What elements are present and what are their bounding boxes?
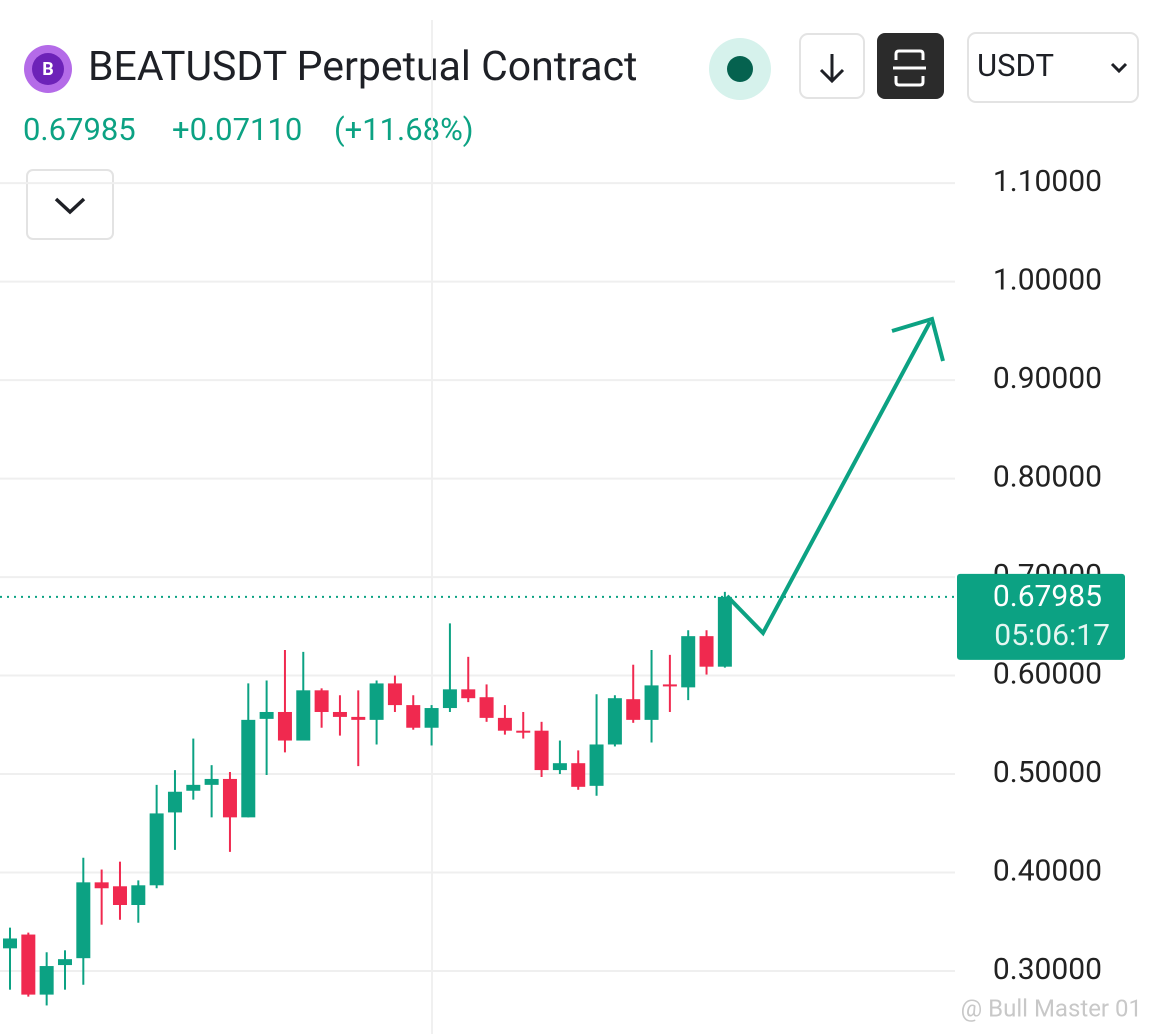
price-tag-label: 0.67985	[993, 579, 1102, 614]
candle-body	[662, 684, 677, 687]
candle-body	[571, 763, 586, 787]
candle-body	[699, 636, 714, 667]
candle-body	[332, 711, 347, 717]
candle-body	[442, 689, 457, 709]
candle-body	[369, 683, 384, 720]
live-indicator	[727, 56, 753, 82]
candle-body	[3, 938, 17, 949]
y-tick-label: 0.90000	[993, 361, 1102, 396]
candle-body	[351, 716, 366, 720]
currency-label: USDT	[977, 47, 1054, 84]
select-caret	[1110, 62, 1128, 74]
last-price: 0.67985	[23, 111, 136, 148]
y-tick-label: 0.40000	[993, 853, 1102, 888]
y-tick-label: 1.10000	[993, 164, 1102, 199]
button-frame[interactable]	[877, 33, 944, 99]
price-change-pct: (+11.68%)	[334, 111, 474, 148]
candle-body	[167, 791, 182, 813]
projection-arrow	[725, 321, 932, 637]
fullscreen-icon	[893, 49, 926, 87]
candle-body	[277, 711, 292, 741]
candle-body	[461, 689, 476, 699]
countdown-label: 05:06:17	[994, 618, 1110, 653]
candle-body	[149, 813, 164, 886]
candle-body	[314, 690, 329, 712]
candle-body	[21, 934, 36, 995]
candle-body	[222, 778, 237, 818]
price-tag	[957, 573, 1125, 660]
y-tick-label: 0.80000	[993, 460, 1102, 495]
candle-body	[186, 784, 201, 791]
y-tick-label: 1.00000	[993, 263, 1102, 298]
candle-body	[387, 683, 402, 706]
candle-body	[644, 685, 659, 720]
candle-body	[241, 719, 256, 818]
collapse-button[interactable]	[26, 169, 114, 240]
candle-body	[406, 705, 421, 728]
y-tick-label: 0.30000	[993, 952, 1102, 987]
download-icon	[819, 54, 845, 84]
candle-body	[259, 711, 274, 719]
select-frame[interactable]	[967, 32, 1139, 103]
y-tick-label: 0.60000	[993, 656, 1102, 691]
candle-body	[112, 886, 127, 905]
candle-body	[479, 697, 494, 718]
candle-body	[57, 959, 72, 966]
candle-body	[717, 596, 732, 667]
candle-body	[39, 966, 54, 995]
candle-body	[204, 778, 219, 785]
candle-body	[516, 730, 531, 733]
plot-area: 0.300000.400000.500000.600000.700000.800…	[0, 164, 1102, 1006]
candle-body	[76, 882, 91, 959]
watermark: @ Bull Master 01	[961, 994, 1142, 1022]
candle-body	[534, 730, 549, 771]
candle-body	[589, 744, 604, 786]
price-change: +0.07110	[172, 111, 302, 148]
candle-body	[497, 717, 512, 731]
candle-body	[424, 708, 439, 728]
overlay: 0.67985 05:06:17	[725, 316, 1125, 660]
button-frame[interactable]	[26, 169, 114, 240]
coin-glyph: B	[42, 59, 54, 80]
candle-body	[131, 885, 146, 905]
arrow-head	[891, 316, 945, 362]
chevron-icon	[54, 197, 86, 215]
candle-body	[681, 636, 696, 688]
candle-body	[94, 882, 109, 889]
download-button[interactable]	[799, 33, 865, 99]
candle-body	[552, 763, 567, 771]
candle-body	[607, 698, 622, 745]
fullscreen-button[interactable]	[877, 33, 944, 99]
coin-icon-inner	[32, 53, 64, 85]
candle-body	[296, 690, 311, 741]
y-tick-label: 0.50000	[993, 755, 1102, 790]
currency-select[interactable]: USDT	[967, 32, 1139, 103]
candle-body	[626, 699, 641, 720]
chart-title: BEATUSDT Perpetual Contract	[88, 43, 637, 91]
